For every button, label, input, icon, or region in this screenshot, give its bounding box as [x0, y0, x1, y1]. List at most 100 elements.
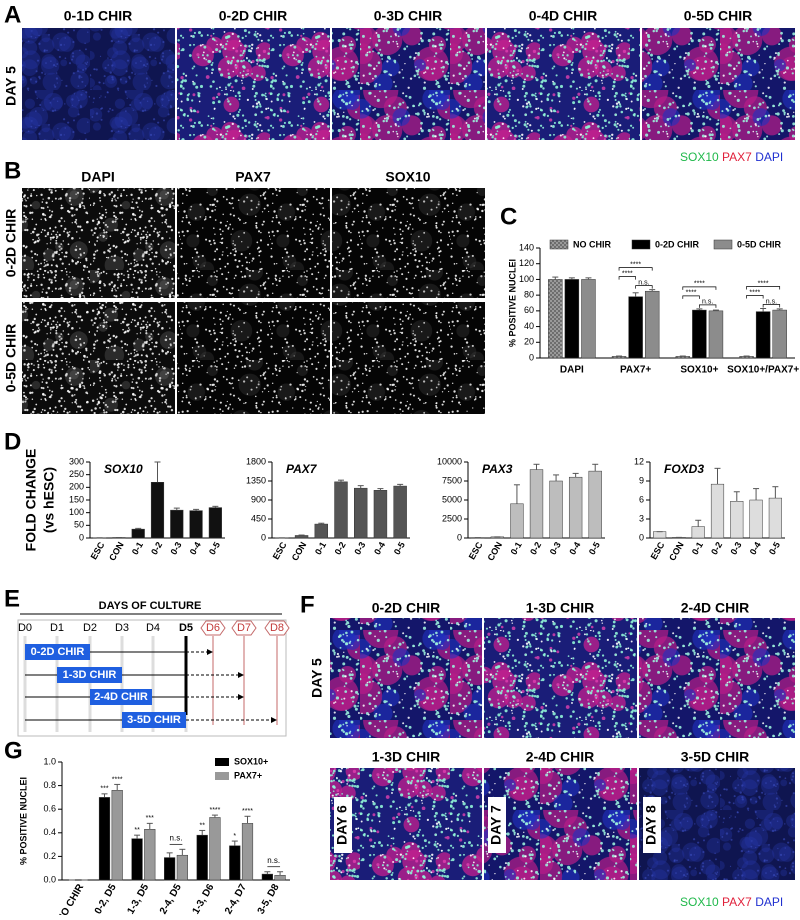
- day-label: D1: [50, 622, 64, 634]
- x-tick-label: 0-2: [528, 540, 543, 556]
- annotation: **: [134, 827, 140, 834]
- y-tick-label: 1.0: [43, 756, 56, 766]
- micrograph: [177, 302, 330, 414]
- timeline-title: DAYS OF CULTURE: [99, 600, 202, 612]
- x-tick-label: 0-2: [333, 540, 348, 556]
- column-title: 2-4D CHIR: [681, 600, 749, 616]
- column-title: 0-4D CHIR: [529, 8, 597, 24]
- bar: [612, 356, 626, 358]
- x-tick-label: 1-3, D5: [125, 882, 151, 915]
- x-tick-label: 0-2: [709, 540, 724, 556]
- y-tick-label: 3: [639, 513, 644, 523]
- micrograph: [177, 188, 330, 298]
- x-tick-label: CON: [290, 540, 309, 562]
- column-title: 0-1D CHIR: [64, 8, 132, 24]
- treatment-label: 1-3D CHIR: [63, 669, 117, 681]
- y-tick-label: 120: [519, 258, 534, 268]
- annotation: n.s.: [766, 298, 777, 305]
- legend-sox10: SOX10: [680, 150, 719, 164]
- bar: [548, 279, 562, 358]
- panel-label: A: [4, 1, 21, 28]
- y-tick-label: 250: [69, 469, 84, 479]
- micrograph: [330, 618, 482, 738]
- x-tick-label: 2-4, D5: [158, 882, 184, 915]
- legend-swatch: [550, 240, 568, 249]
- column-title: 1-3D CHIR: [372, 749, 440, 765]
- bar: [262, 874, 273, 880]
- annotation: ***: [146, 815, 154, 822]
- annotation: ****: [749, 289, 760, 296]
- y-tick-label: 5000: [442, 494, 462, 504]
- bar: [692, 310, 706, 358]
- column-title: PAX7: [235, 169, 271, 185]
- annotation: ****: [686, 290, 697, 297]
- day-label: D4: [146, 622, 160, 634]
- panel-label: C: [500, 203, 517, 230]
- row-label: 0-5D CHIR: [3, 324, 19, 392]
- y-tick-label: 150: [69, 494, 84, 504]
- y-tick-label: 0.0: [43, 874, 56, 884]
- bar: [112, 790, 123, 880]
- bar: [581, 279, 595, 358]
- day-label: D5: [179, 622, 193, 634]
- x-tick-label: 0-3: [352, 540, 367, 556]
- column-title: 0-3D CHIR: [374, 8, 442, 24]
- bar: [209, 508, 222, 538]
- micrograph: [22, 28, 175, 140]
- bar: [565, 279, 579, 358]
- y-tick-label: 0: [79, 532, 84, 542]
- y-tick-label: 60: [524, 305, 534, 315]
- micrograph: [22, 188, 175, 298]
- legend-label: NO CHIR: [573, 239, 612, 249]
- bar: [315, 524, 328, 538]
- annotation: ***: [100, 786, 108, 793]
- bar: [170, 510, 183, 538]
- annotation: n.s.: [702, 299, 713, 306]
- bar: [711, 484, 724, 538]
- y-tick-label: 0: [529, 352, 534, 362]
- y-tick-label: 300: [69, 456, 84, 466]
- legend-label: 0-5D CHIR: [737, 239, 782, 249]
- end-day-label: D8: [270, 622, 284, 634]
- column-title: 0-5D CHIR: [684, 8, 752, 24]
- x-tick-label: SOX10+: [680, 365, 718, 376]
- bar: [645, 291, 659, 358]
- x-tick-label: PAX7+: [620, 365, 651, 376]
- bar: [99, 797, 110, 880]
- y-tick-label: 40: [524, 321, 534, 331]
- day-label: DAY 7: [488, 805, 504, 845]
- micrograph: [487, 28, 640, 140]
- legend-pax7: PAX7: [722, 895, 752, 909]
- column-title: 0-2D CHIR: [219, 8, 287, 24]
- x-tick-label: 0-5: [587, 540, 602, 556]
- x-tick-label: 0-4: [567, 540, 582, 556]
- bar: [177, 855, 188, 880]
- y-tick-label: 140: [519, 242, 534, 252]
- y-tick-label: 12: [634, 456, 644, 466]
- arrow-head: [238, 694, 244, 700]
- x-tick-label: ESC: [649, 540, 667, 561]
- annotation: ****: [209, 807, 220, 814]
- panel-label: E: [4, 585, 20, 612]
- x-tick-label: CON: [667, 540, 686, 562]
- y-tick-label: 0.2: [43, 851, 56, 861]
- treatment-label: 2-4D CHIR: [94, 691, 148, 703]
- bar: [197, 835, 208, 880]
- x-tick-label: 0-1: [509, 540, 524, 556]
- x-tick-label: 1-3, D6: [191, 882, 217, 915]
- annotation: ****: [112, 776, 123, 783]
- legend-label: SOX10+: [234, 756, 268, 766]
- x-tick-label: 0-3: [548, 540, 563, 556]
- arrow-head: [238, 672, 244, 678]
- bar: [550, 481, 563, 538]
- legend-sox10: SOX10: [680, 895, 719, 909]
- y-tick-label: 200: [69, 482, 84, 492]
- bar: [275, 875, 286, 880]
- legend-swatch: [215, 758, 229, 766]
- axis-title: % POSITIVE NUCLEI: [18, 777, 28, 865]
- treatment-label: 0-2D CHIR: [31, 646, 85, 658]
- legend-label: PAX7+: [234, 770, 262, 780]
- bar: [750, 500, 763, 538]
